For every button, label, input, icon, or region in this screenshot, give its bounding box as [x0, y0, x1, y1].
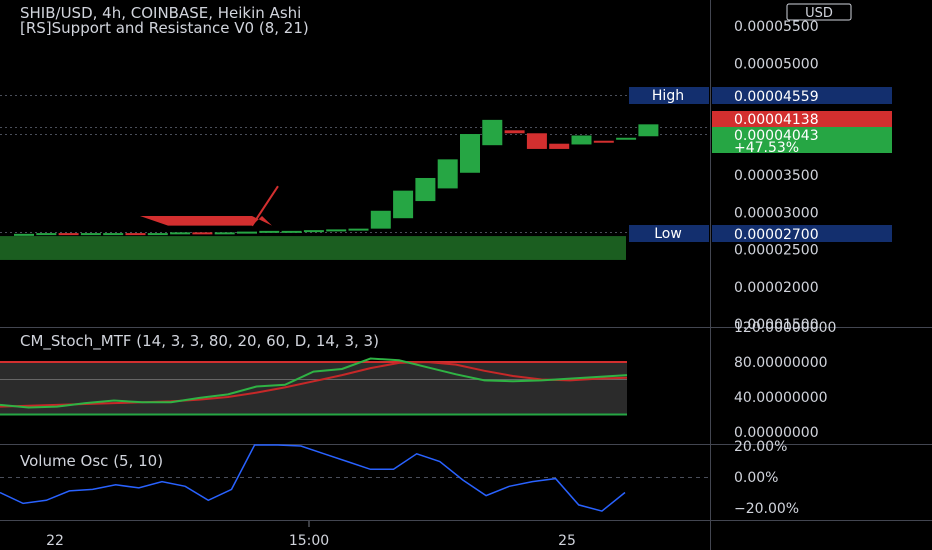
volume-osc-line — [0, 444, 626, 512]
candle — [393, 190, 414, 219]
price-tick-label: 0.00005000 — [734, 56, 819, 72]
price-tick-label: 0.00003500 — [734, 168, 819, 184]
candle — [638, 124, 659, 137]
candle — [415, 177, 436, 202]
candle — [36, 233, 57, 236]
time-label-1500: 15:00 — [289, 533, 329, 549]
price-tick-label: 0.00005500 — [734, 19, 819, 35]
volume-tick-label: 0.00% — [734, 470, 778, 486]
price-axis: 0.00005500 0.00005000 0.00003500 0.00003000… — [734, 19, 819, 333]
support-zone — [0, 236, 626, 260]
candle — [326, 229, 347, 232]
time-label-25: 25 — [558, 533, 576, 549]
stoch-d-line — [0, 360, 628, 408]
candle — [504, 130, 525, 134]
candle — [237, 231, 257, 234]
candle — [549, 143, 570, 149]
low-value-box — [712, 225, 892, 242]
stoch-legend[interactable]: CM_Stoch_MTF (14, 3, 3, 80, 20, 60, D, 1… — [20, 332, 379, 351]
high-value: 0.00004559 — [734, 89, 819, 105]
volume-axis: 20.00% 0.00% −20.00% — [734, 439, 799, 517]
candle — [214, 232, 235, 235]
candle — [170, 232, 191, 235]
currency-label: USD — [805, 6, 833, 21]
candle — [460, 134, 480, 173]
low-value: 0.00002700 — [734, 227, 819, 243]
volume-pane — [0, 444, 626, 512]
currency-button[interactable] — [786, 3, 852, 21]
resistance-fill — [140, 215, 272, 226]
volume-tick-label: −20.00% — [734, 501, 799, 517]
low-label-box — [629, 225, 709, 242]
candle — [259, 230, 280, 233]
candle — [281, 230, 302, 233]
high-label: High — [652, 88, 684, 104]
time-label-22: 22 — [46, 533, 64, 549]
prev-close-value: 0.00004138 — [734, 112, 819, 128]
candle — [370, 210, 391, 229]
symbol-title[interactable]: SHIB/USD, 4h, COINBASE, Heikin Ashi — [20, 4, 301, 22]
candle — [303, 230, 324, 233]
stoch-tick-label: 120.00000000 — [734, 320, 836, 336]
high-label-box — [629, 87, 709, 104]
candle — [437, 159, 458, 189]
stoch-k-line — [0, 357, 628, 409]
indicator-legend[interactable]: [RS]Support and Resistance V0 (8, 21) — [20, 19, 309, 37]
low-label: Low — [654, 226, 682, 242]
candle — [125, 233, 146, 236]
candle — [526, 133, 547, 149]
stoch-pane — [0, 357, 628, 416]
change-percent: +47.53% — [734, 140, 799, 156]
candle — [192, 232, 213, 235]
price-tick-label: 0.00002500 — [734, 243, 819, 259]
volume-tick-label: 20.00% — [734, 439, 787, 455]
candle — [103, 233, 124, 236]
candles-layer — [14, 119, 659, 236]
price-tick-label: 0.00003000 — [734, 205, 819, 221]
candle — [616, 137, 637, 140]
candle — [14, 233, 34, 236]
price-tick-label: 0.00001500 — [734, 317, 819, 333]
last-price-box — [712, 127, 892, 153]
price-tick-label: 0.00002000 — [734, 280, 819, 296]
stoch-tick-label: 0.00000000 — [734, 425, 819, 441]
prev-close-box — [712, 111, 892, 127]
candle — [147, 233, 168, 236]
resistance-edge — [251, 185, 279, 227]
candle — [571, 135, 592, 145]
high-value-box — [712, 87, 892, 104]
stoch-tick-label: 80.00000000 — [734, 355, 828, 371]
resistance-shape — [140, 185, 279, 227]
support-zone-rect — [0, 236, 626, 260]
last-price-value: 0.00004043 — [734, 128, 819, 144]
volume-legend[interactable]: Volume Osc (5, 10) — [20, 452, 163, 470]
stoch-tick-label: 40.00000000 — [734, 390, 828, 406]
candle — [58, 233, 79, 236]
stoch-axis: 120.00000000 80.00000000 40.00000000 0.0000… — [734, 320, 836, 441]
candle — [80, 233, 101, 236]
candle — [348, 228, 369, 231]
candle — [482, 119, 503, 146]
candle — [593, 140, 614, 143]
stoch-band — [0, 362, 627, 415]
